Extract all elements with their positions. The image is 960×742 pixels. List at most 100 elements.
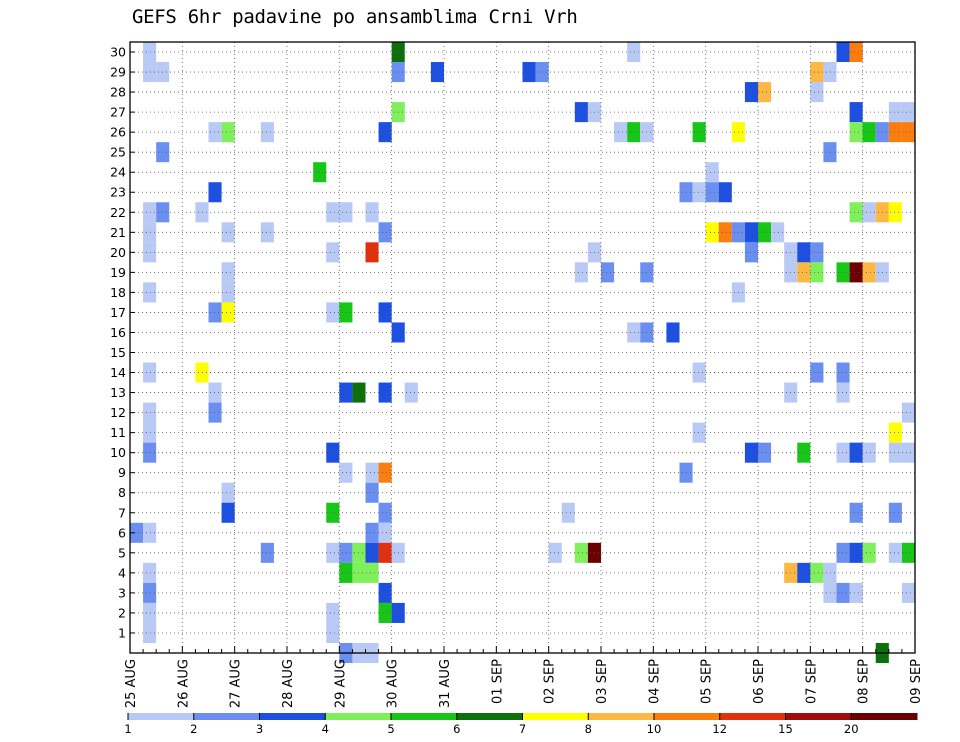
heatmap-cell bbox=[208, 182, 222, 203]
legend-label: 8 bbox=[585, 722, 592, 736]
gridlines bbox=[130, 42, 915, 653]
legend-label: 12 bbox=[712, 722, 727, 736]
y-tick-label: 18 bbox=[110, 285, 126, 300]
heatmap-cell bbox=[143, 582, 157, 603]
legend-label: 1 bbox=[124, 722, 131, 736]
x-tick-label: 06 SEP bbox=[752, 659, 767, 704]
heatmap-cell bbox=[430, 62, 444, 83]
heatmap-cell bbox=[888, 202, 902, 223]
heatmap-cell bbox=[339, 562, 353, 583]
heatmap-cell bbox=[143, 62, 157, 83]
heatmap-cell bbox=[561, 502, 575, 523]
heatmap-cell bbox=[797, 262, 811, 283]
heatmap-cell bbox=[313, 162, 327, 183]
legend-swatch bbox=[654, 713, 721, 720]
x-tick-label: 25 AUG bbox=[124, 659, 139, 708]
legend-label: 20 bbox=[844, 722, 859, 736]
heatmap-cell bbox=[221, 302, 235, 323]
heatmap-cell bbox=[888, 122, 902, 143]
heatmap-cell bbox=[522, 62, 536, 83]
plot-frame bbox=[129, 41, 916, 654]
heatmap-cell bbox=[378, 602, 392, 623]
heatmap-cell bbox=[326, 202, 340, 223]
heatmap-cell bbox=[326, 602, 340, 623]
legend-swatch bbox=[719, 713, 786, 720]
heatmap-cell bbox=[627, 42, 641, 63]
heatmap-cell bbox=[378, 122, 392, 143]
heatmap-cell bbox=[836, 262, 850, 283]
heatmap-cell bbox=[627, 122, 641, 143]
heatmap-cell bbox=[365, 542, 379, 563]
legend-label: 4 bbox=[322, 722, 329, 736]
heatmap-cell bbox=[143, 202, 157, 223]
heatmap-cell bbox=[810, 562, 824, 583]
heatmap-cell bbox=[705, 182, 719, 203]
heatmap-cell bbox=[888, 442, 902, 463]
heatmap-cell bbox=[365, 202, 379, 223]
heatmap-cell bbox=[326, 442, 340, 463]
heatmap-cell bbox=[574, 102, 588, 123]
y-tick-label: 13 bbox=[110, 385, 126, 400]
y-tick-label: 16 bbox=[110, 325, 126, 340]
heatmap-cell bbox=[888, 102, 902, 123]
x-tick-label: 26 AUG bbox=[176, 659, 191, 708]
y-tick-label: 14 bbox=[110, 365, 126, 380]
heatmap-cell bbox=[797, 442, 811, 463]
heatmap-cell bbox=[849, 122, 863, 143]
heatmap-cell bbox=[378, 302, 392, 323]
legend-swatch bbox=[128, 713, 195, 720]
heatmap-cell bbox=[326, 242, 340, 263]
heatmap-cell bbox=[836, 582, 850, 603]
heatmap-cell bbox=[849, 202, 863, 223]
heatmap-cell bbox=[862, 262, 876, 283]
heatmap-cell bbox=[692, 422, 706, 443]
y-tick-label: 29 bbox=[110, 65, 126, 80]
heatmap-cell bbox=[823, 562, 837, 583]
heatmap-cell bbox=[862, 202, 876, 223]
heatmap-cell bbox=[221, 122, 235, 143]
heatmap-cell bbox=[692, 362, 706, 383]
heatmap-cell bbox=[404, 382, 418, 403]
heatmap-cell bbox=[143, 562, 157, 583]
heatmap-cell bbox=[378, 462, 392, 483]
heatmap-cell bbox=[221, 502, 235, 523]
heatmap-cell bbox=[143, 222, 157, 243]
y-tick-label: 24 bbox=[110, 165, 126, 180]
heatmap-cell bbox=[221, 222, 235, 243]
legend-label: 15 bbox=[778, 722, 793, 736]
y-tick-label: 1 bbox=[118, 625, 126, 640]
heatmap-cell bbox=[378, 222, 392, 243]
heatmap-cell bbox=[195, 362, 209, 383]
heatmap-cell bbox=[849, 42, 863, 63]
heatmap-cell bbox=[326, 622, 340, 643]
y-tick-label: 21 bbox=[110, 225, 126, 240]
x-axis: 25 AUG 26 AUG 27 AUG 28 AUG 29 AUG 30 AUG 31 A… bbox=[124, 646, 924, 708]
heatmap-cell bbox=[797, 242, 811, 263]
heatmap-cell bbox=[221, 282, 235, 303]
heatmap-cell bbox=[771, 222, 785, 243]
heatmap-cell bbox=[849, 582, 863, 603]
heatmap-cell bbox=[365, 562, 379, 583]
heatmap-cell bbox=[143, 242, 157, 263]
heatmap-cell bbox=[574, 262, 588, 283]
heatmap-cell bbox=[823, 62, 837, 83]
heatmap-cell bbox=[260, 222, 274, 243]
heatmap-cell bbox=[901, 542, 915, 563]
heatmap-cell bbox=[326, 302, 340, 323]
heatmap-cell bbox=[548, 542, 562, 563]
x-tick-label: 08 SEP bbox=[857, 659, 872, 704]
heatmap-cell bbox=[339, 382, 353, 403]
x-tick-label: 03 SEP bbox=[595, 659, 610, 704]
y-tick-label: 17 bbox=[110, 305, 126, 320]
heatmap-cell bbox=[888, 422, 902, 443]
y-tick-label: 2 bbox=[118, 605, 126, 620]
heatmap-cell bbox=[601, 262, 615, 283]
heatmap-cell bbox=[901, 402, 915, 423]
x-tick-label: 02 SEP bbox=[543, 659, 558, 704]
heatmap-cell bbox=[718, 182, 732, 203]
heatmap-cell bbox=[143, 362, 157, 383]
heatmap-cell bbox=[339, 462, 353, 483]
heatmap-cell bbox=[574, 542, 588, 563]
x-tick-label: 27 AUG bbox=[229, 659, 244, 708]
heatmap-cell bbox=[143, 522, 157, 543]
